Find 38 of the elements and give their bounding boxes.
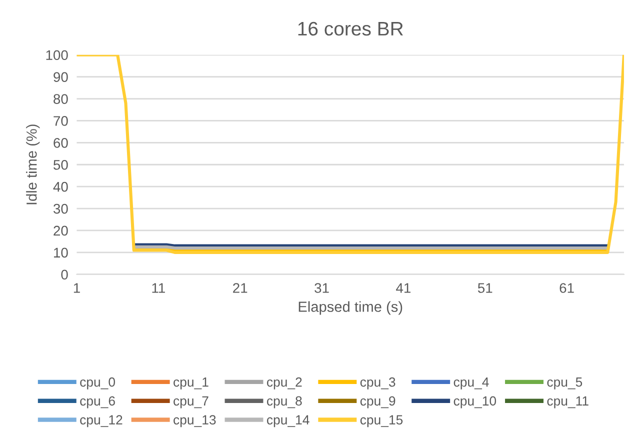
y-tick-label: 50	[54, 160, 68, 170]
y-tick-label: 0	[61, 270, 68, 280]
legend-label: cpu_10	[454, 396, 496, 408]
legend-label: cpu_3	[360, 377, 396, 390]
legend-label: cpu_2	[266, 377, 302, 390]
legend-label: cpu_8	[266, 396, 302, 408]
y-tick-label: 30	[53, 204, 68, 214]
legend-label: cpu_5	[547, 378, 582, 390]
line-series	[76, 54, 624, 254]
legend-label: cpu_9	[360, 396, 396, 408]
y-axis-title: Idle time (%)	[26, 124, 40, 204]
y-tick-label: 80	[54, 94, 68, 104]
legend-label: cpu_11	[547, 396, 588, 408]
y-tick-label: 100	[46, 50, 68, 60]
legend-label: cpu_1	[174, 378, 208, 390]
y-tick-label: 70	[54, 116, 68, 126]
chart-title: 16 cores BR	[298, 22, 403, 36]
y-tick-label: 40	[53, 182, 68, 192]
y-tick-label: 60	[54, 138, 68, 148]
x-tick-label: 11	[152, 283, 165, 293]
x-tick-label: 21	[233, 283, 248, 293]
legend-label: cpu_7	[174, 396, 208, 408]
y-tick-label: 10	[54, 248, 68, 258]
x-tick-label: 1	[74, 283, 80, 293]
x-axis-title: Elapsed time (s)	[298, 301, 402, 315]
legend-label: cpu_6	[80, 396, 115, 408]
legend-label: cpu_12	[80, 415, 122, 428]
y-tick-label: 20	[54, 226, 68, 236]
x-tick-label: 41	[396, 283, 410, 293]
legend-label: cpu_4	[454, 378, 489, 390]
legend-label: cpu_13	[174, 415, 216, 428]
legend-label: cpu_0	[80, 377, 116, 390]
y-tick-label: 90	[54, 72, 68, 82]
x-tick-label: 51	[478, 283, 492, 293]
x-tick-label: 31	[314, 283, 329, 293]
legend-label: cpu_15	[360, 415, 403, 428]
x-tick-label: 61	[560, 283, 574, 293]
legend-label: cpu_14	[266, 415, 310, 428]
